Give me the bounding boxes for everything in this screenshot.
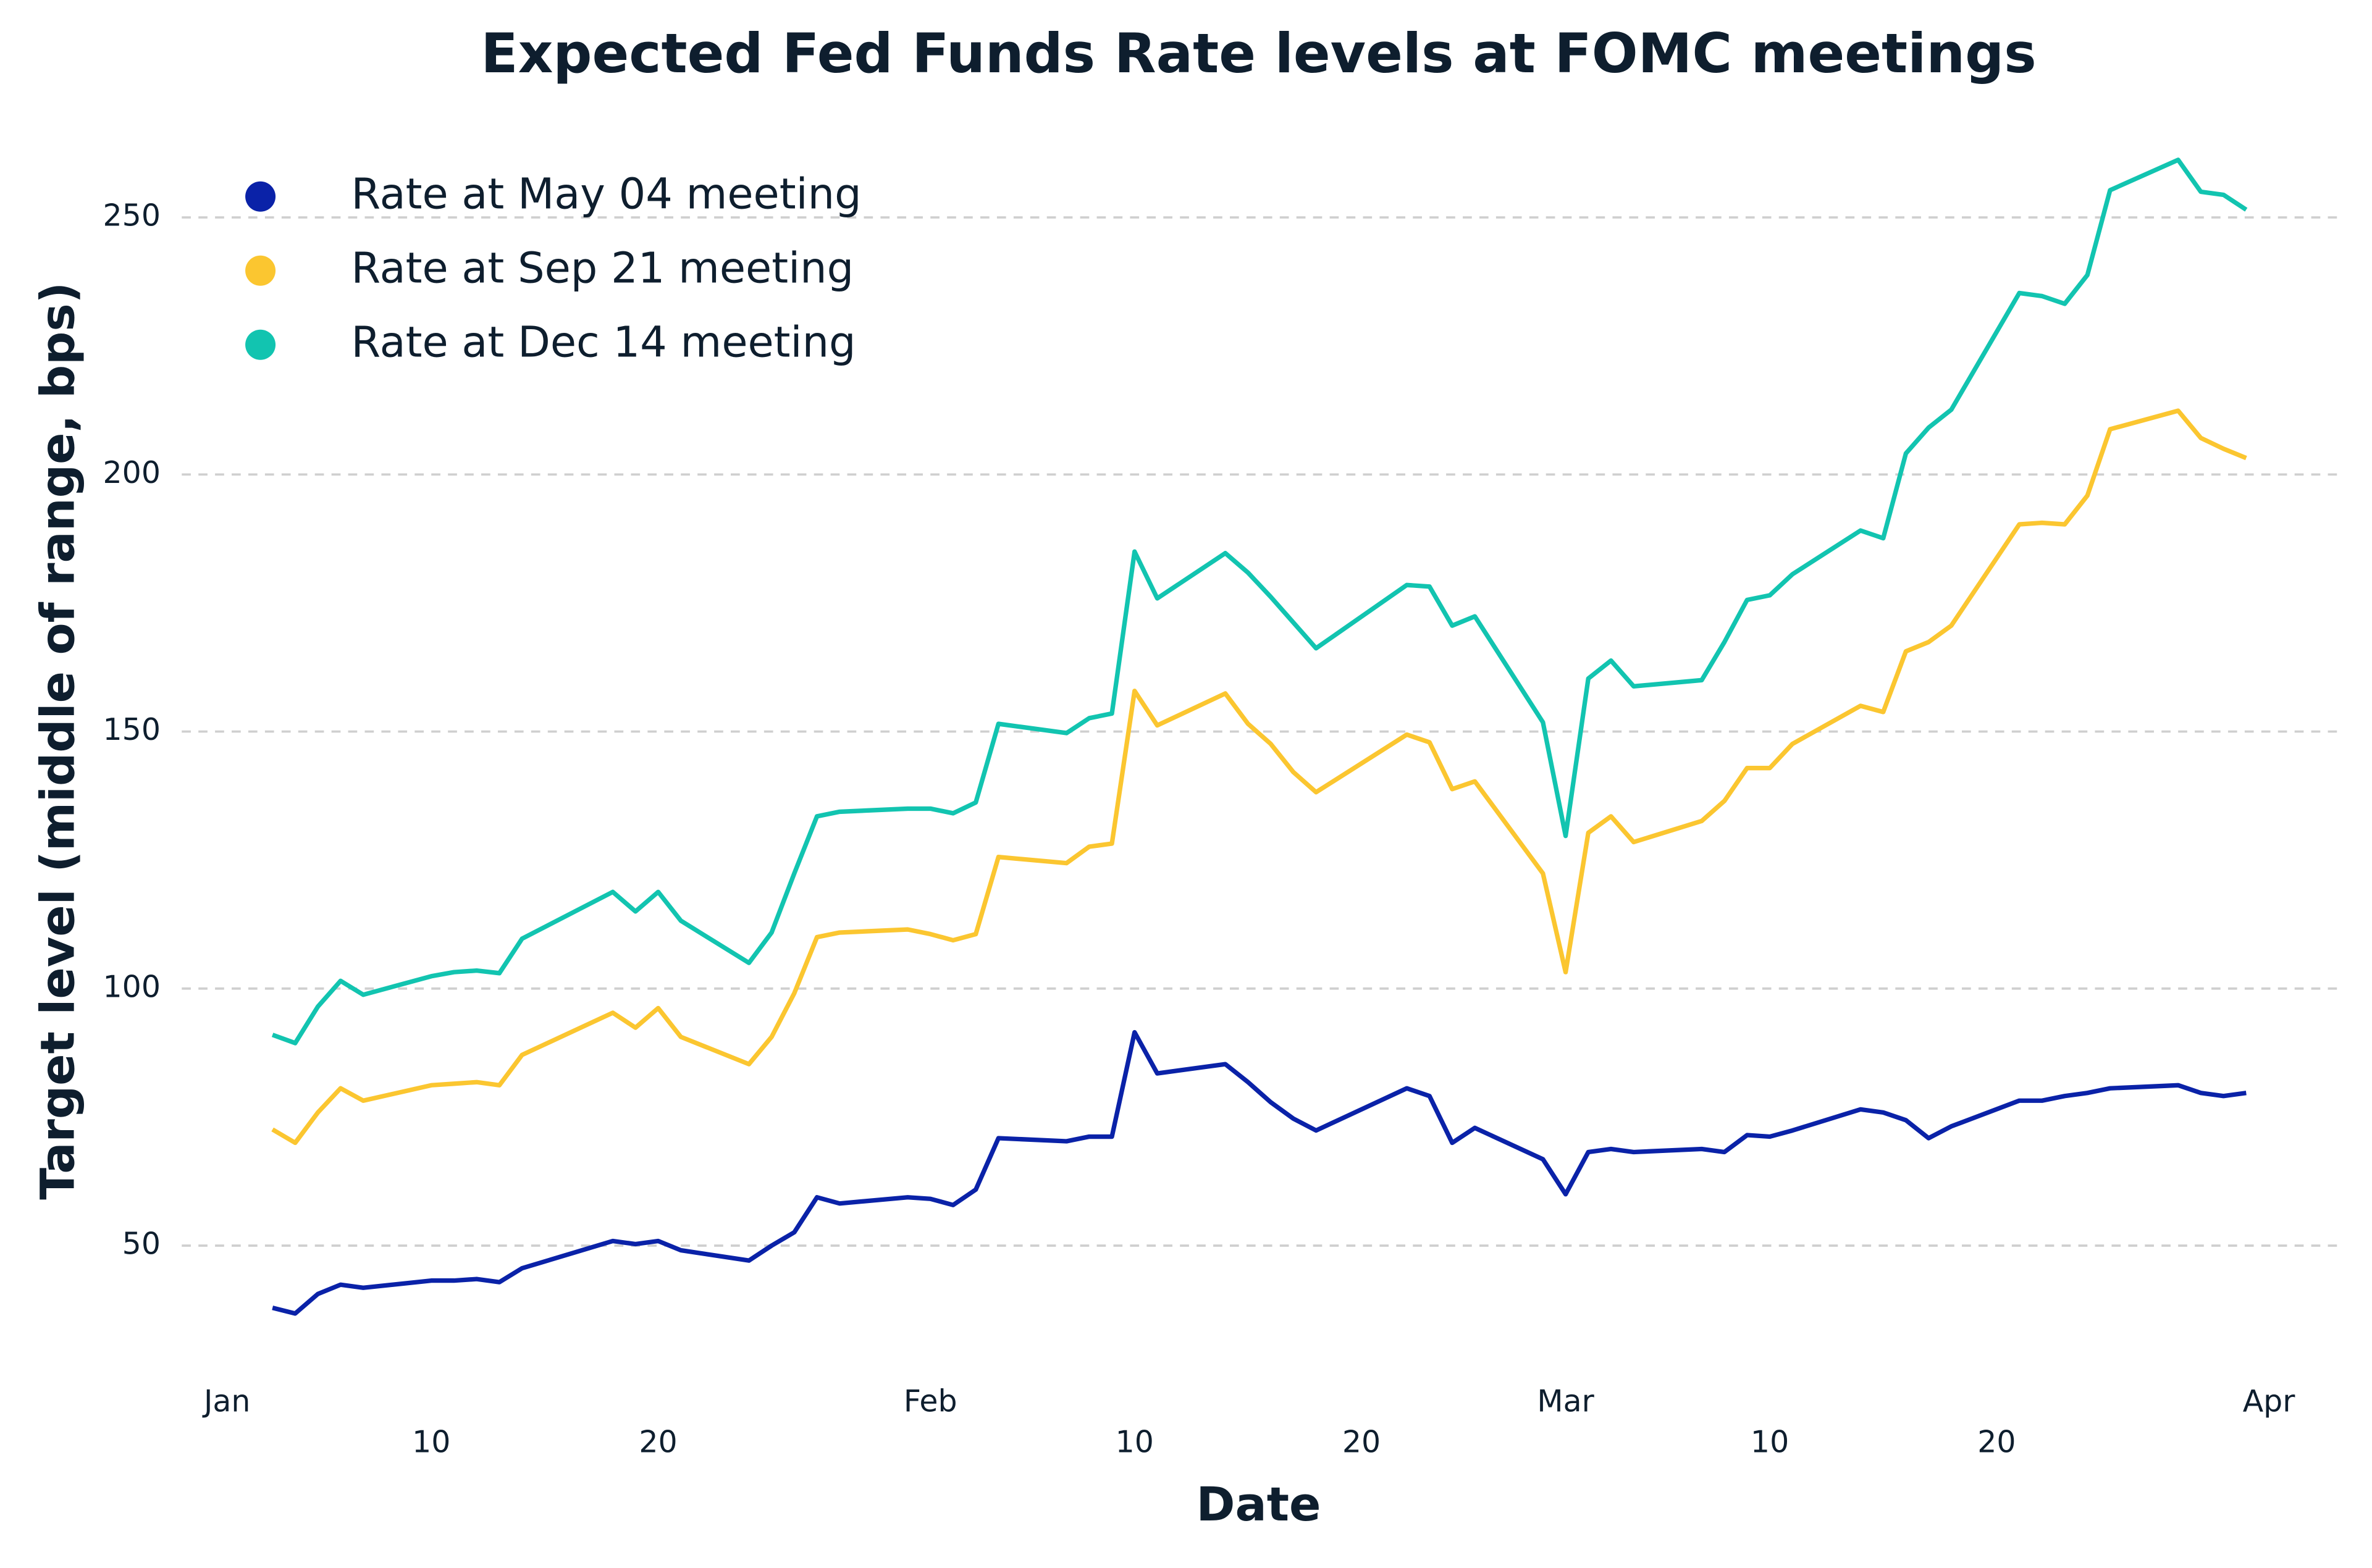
- legend-marker: [245, 181, 276, 212]
- y-tick-label: 150: [103, 712, 161, 747]
- series-line: [271, 408, 2247, 1146]
- legend-marker: [245, 329, 276, 360]
- y-tick-label: 50: [122, 1226, 161, 1261]
- legend-label: Rate at May 04 meeting: [351, 169, 861, 219]
- chart-title: Expected Fed Funds Rate levels at FOMC m…: [481, 22, 2036, 85]
- x-tick-label: Mar: [1537, 1384, 1594, 1419]
- series-line: [271, 157, 2248, 1046]
- legend-marker: [245, 255, 276, 286]
- x-tick-label: 20: [639, 1425, 677, 1460]
- x-axis-title: Date: [1197, 1477, 1321, 1532]
- x-tick-label: 10: [1116, 1425, 1154, 1460]
- x-tick-label: 20: [1977, 1425, 2016, 1460]
- x-tick-label: 20: [1342, 1425, 1381, 1460]
- x-tick-label: Jan: [202, 1384, 250, 1419]
- x-tick-label: Apr: [2243, 1384, 2296, 1419]
- x-tick-label: 10: [412, 1425, 450, 1460]
- y-tick-label: 250: [103, 198, 161, 233]
- legend-label: Rate at Sep 21 meeting: [351, 243, 854, 293]
- x-tick-label: 10: [1751, 1425, 1789, 1460]
- y-tick-label: 100: [103, 969, 161, 1004]
- legend-label: Rate at Dec 14 meeting: [351, 317, 856, 367]
- x-tick-label: Feb: [904, 1384, 957, 1419]
- y-axis-title: Target level (middle of range, bps): [30, 282, 85, 1200]
- series-line: [272, 1029, 2247, 1316]
- y-tick-label: 200: [103, 455, 161, 490]
